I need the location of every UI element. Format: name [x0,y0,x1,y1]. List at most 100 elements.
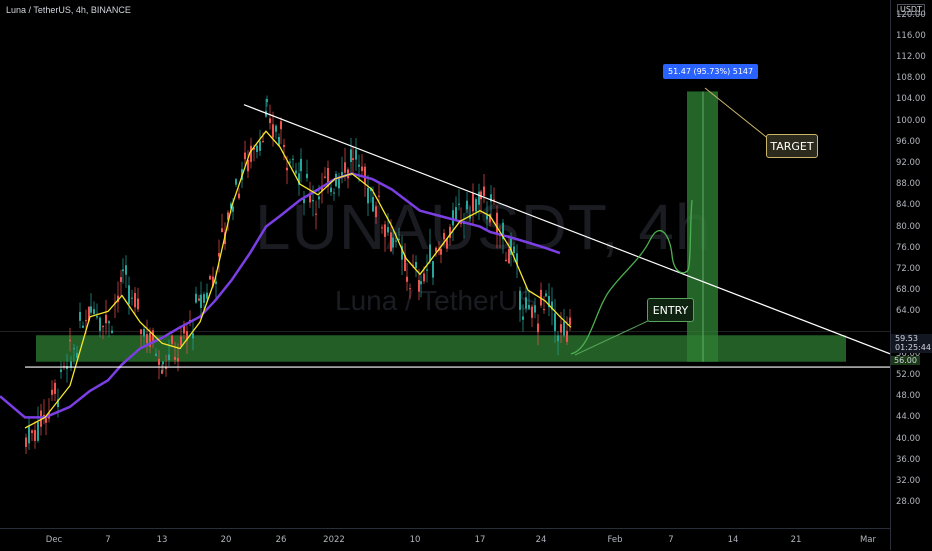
time-axis[interactable] [0,528,890,551]
candle-down [177,357,179,362]
time-tick-label: 13 [156,535,168,545]
candle-up [469,214,471,219]
candle-up [528,304,530,309]
candle-up [37,421,39,441]
target-callout[interactable]: TARGET [766,134,818,158]
candle-down [117,295,119,303]
currency-label[interactable]: USDT [897,4,925,15]
candle-down [378,195,380,197]
candle-up [398,238,400,240]
candle-down [286,167,288,171]
candle-up [455,207,457,220]
candle-up [432,261,434,278]
candle-up [195,293,197,303]
candle-down [102,325,104,328]
descending-trendline [243,104,891,355]
candle-down [496,212,498,234]
candle-up [370,188,372,192]
candle-up [215,281,217,285]
chart-plot-area[interactable]: LUNAUSDT, 4h Luna / TetherUS [0,0,890,528]
candle-down [105,314,107,324]
candle-down [480,191,482,200]
price-tick-label: 28.00 [896,497,921,508]
candle-down [212,276,214,287]
candle-down [120,277,122,282]
candle-down [218,253,220,257]
candle-up [73,348,75,350]
candle-down [250,145,252,162]
candle-up [125,265,127,275]
entry-callout[interactable]: ENTRY [647,298,694,322]
candle-up [99,317,101,331]
candle-down [161,369,163,374]
candle-down [221,228,223,233]
candle-up [303,198,305,204]
candle-down [262,141,264,143]
candle-up [415,261,417,269]
candle-up [82,325,84,328]
price-tick-label: 88.00 [896,179,921,190]
candle-down [158,358,160,365]
candle-down [34,430,36,441]
candle-up [235,179,237,185]
candle-down [189,320,191,322]
candle-down [531,306,533,318]
candle-up [266,99,268,102]
candle-down [443,232,445,240]
price-tick-label: 40.00 [896,433,921,444]
price-tick-label: 72.00 [896,264,921,274]
candle-up [295,170,297,174]
candle-up [318,196,320,200]
candle-down [180,336,182,346]
last-price-value: 59.53 [895,334,918,343]
price-tick-label: 64.00 [896,306,921,317]
candle-down [508,248,510,264]
candle-up [232,206,234,212]
candle-up [79,311,81,321]
price-tick-label: 108.00 [896,73,926,84]
candle-down [418,280,420,292]
candle-up [90,306,92,313]
candle-up [510,238,512,255]
candle-down [440,248,442,255]
candle-up [76,352,78,358]
candle-up [358,164,360,167]
time-tick-label: Feb [607,535,623,545]
measure-label[interactable]: 51.47 (95.73%) 5147 [663,64,759,79]
candle-up [563,321,565,336]
candle-down [244,152,246,160]
candle-up [259,141,261,151]
candle-up [513,246,515,253]
candle-up [108,321,110,324]
candle-down [54,382,56,394]
candle-down [43,414,45,418]
candle-down [198,298,200,301]
candle-down [344,162,346,173]
candle-down [315,213,317,215]
candle-down [566,330,568,342]
candle-down [543,309,545,311]
candle-down [227,212,229,220]
price-tick-label: 120.00 [896,9,926,20]
candle-down [390,232,392,252]
candle-down [472,193,474,212]
time-tick-label: 2022 [323,535,345,545]
candle-up [28,426,30,444]
candle-up [522,316,524,320]
candle-down [165,366,167,369]
candle-up [330,187,332,193]
time-tick-label: 24 [535,535,547,545]
time-tick-label: 21 [790,535,802,545]
candle-down [186,331,188,341]
symbol-title[interactable]: Luna / TetherUS, 4h, BINANCE [6,5,131,15]
time-tick-label: 7 [668,535,674,545]
price-axis[interactable] [890,0,932,550]
candle-down [238,193,240,199]
candle-down [375,206,377,218]
candle-up [395,240,397,242]
watermark-name: Luna / TetherUS [335,285,537,316]
candle-up [203,294,205,303]
price-tick-label: 104.00 [896,94,926,105]
candle-down [321,185,323,192]
